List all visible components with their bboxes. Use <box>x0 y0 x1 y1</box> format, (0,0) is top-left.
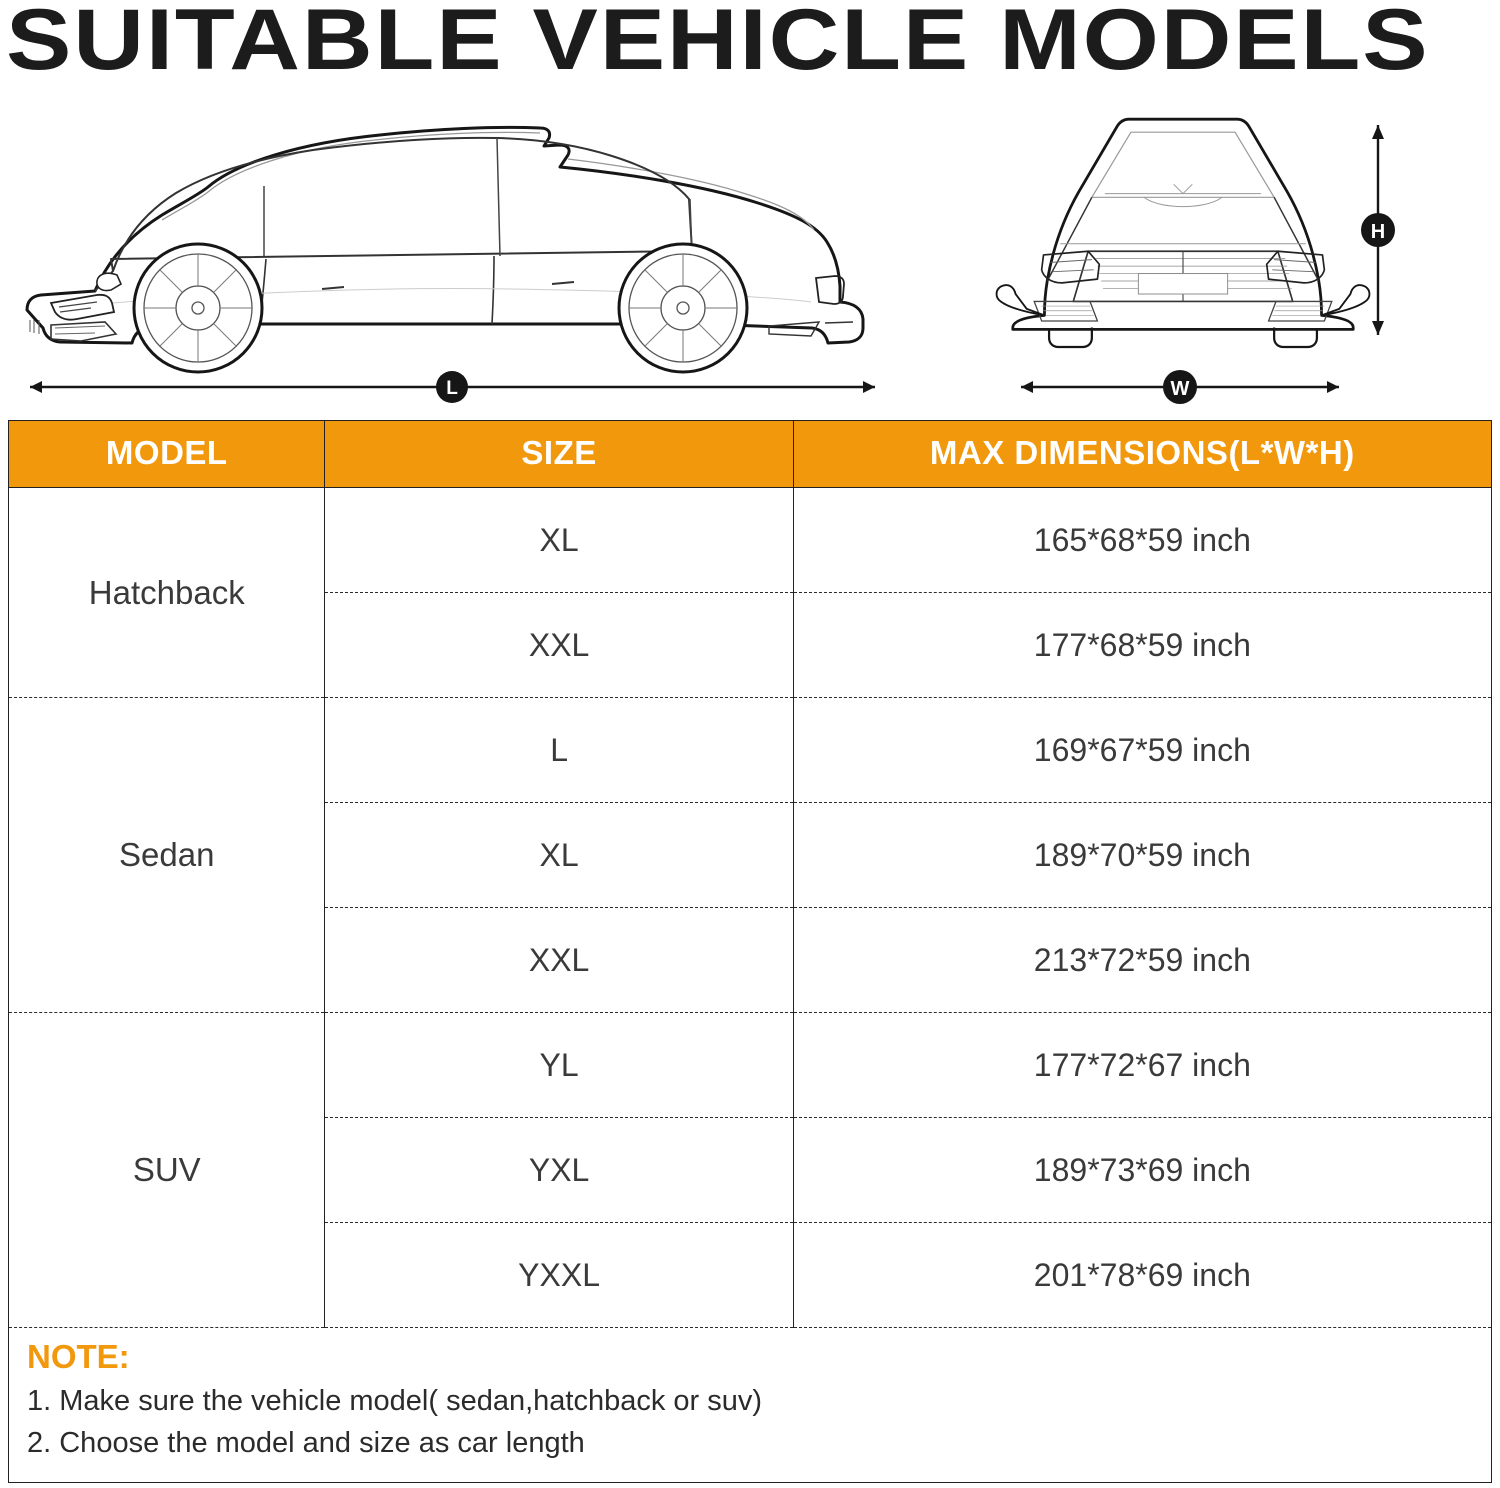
svg-text:W: W <box>1171 378 1190 400</box>
svg-text:H: H <box>1371 221 1385 243</box>
svg-text:L: L <box>446 378 458 399</box>
